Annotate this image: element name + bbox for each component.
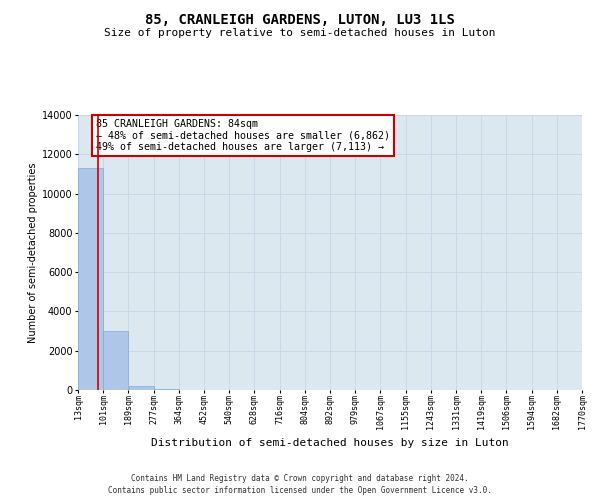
Text: 85, CRANLEIGH GARDENS, LUTON, LU3 1LS: 85, CRANLEIGH GARDENS, LUTON, LU3 1LS bbox=[145, 12, 455, 26]
Text: 85 CRANLEIGH GARDENS: 84sqm
← 48% of semi-detached houses are smaller (6,862)
49: 85 CRANLEIGH GARDENS: 84sqm ← 48% of sem… bbox=[95, 119, 389, 152]
Bar bbox=[128, 386, 154, 390]
Bar bbox=[78, 168, 103, 390]
Bar bbox=[103, 330, 128, 390]
Text: Contains HM Land Registry data © Crown copyright and database right 2024.
Contai: Contains HM Land Registry data © Crown c… bbox=[108, 474, 492, 495]
Text: Size of property relative to semi-detached houses in Luton: Size of property relative to semi-detach… bbox=[104, 28, 496, 38]
Y-axis label: Number of semi-detached properties: Number of semi-detached properties bbox=[28, 162, 38, 343]
Text: Distribution of semi-detached houses by size in Luton: Distribution of semi-detached houses by … bbox=[151, 438, 509, 448]
